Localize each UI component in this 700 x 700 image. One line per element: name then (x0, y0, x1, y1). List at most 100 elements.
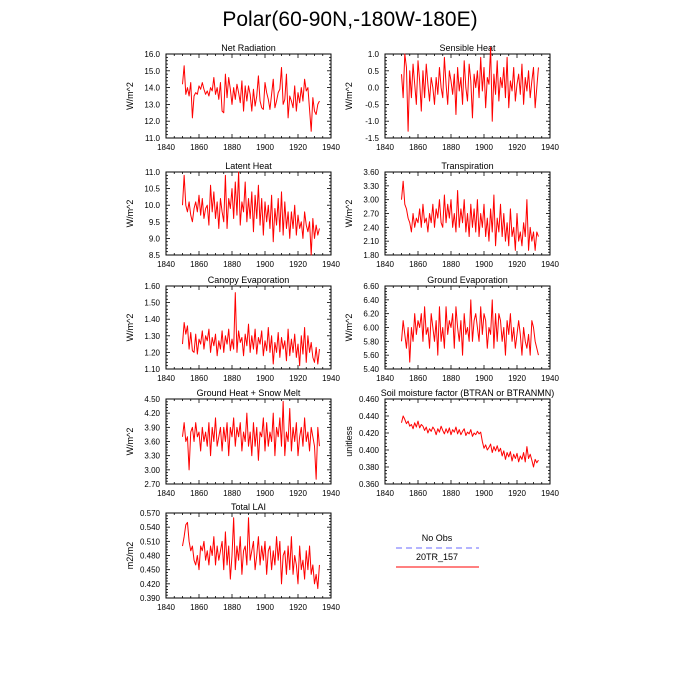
x-tick-label: 1920 (289, 143, 307, 152)
panels: Net Radiation 1840 1860 1880 1900 1920 1940 11.… (125, 43, 559, 612)
y-tick-label: 0.420 (359, 429, 380, 438)
x-tick-label: 1840 (157, 143, 175, 152)
y-tick-label: 3.00 (363, 196, 379, 205)
y-axis-label: m2/m2 (125, 542, 135, 570)
y-tick-label: 3.90 (144, 423, 160, 432)
y-tick-label: -1.0 (365, 117, 379, 126)
panel-title: Transpiration (441, 161, 493, 171)
y-tick-label: 0.0 (368, 84, 380, 93)
y-axis-label: W/m^2 (125, 200, 135, 228)
y-tick-label: 1.80 (363, 251, 379, 260)
x-tick-label: 1920 (289, 260, 307, 269)
x-tick-label: 1860 (190, 489, 208, 498)
x-tick-label: 1900 (256, 374, 274, 383)
y-tick-label: 12.0 (144, 117, 160, 126)
y-tick-label: 5.40 (363, 365, 379, 374)
y-tick-label: 0.480 (140, 552, 161, 561)
x-tick-label: 1860 (409, 374, 427, 383)
x-tick-label: 1900 (475, 489, 493, 498)
y-tick-label: 11.0 (145, 134, 161, 143)
panel-title: Net Radiation (221, 43, 276, 53)
x-tick-label: 1940 (322, 143, 340, 152)
x-tick-label: 1840 (376, 489, 394, 498)
legend-obs-label: No Obs (422, 533, 453, 543)
panel-title: Sensible Heat (439, 43, 496, 53)
x-tick-label: 1860 (190, 260, 208, 269)
x-tick-label: 1940 (322, 489, 340, 498)
x-tick-label: 1880 (223, 143, 241, 152)
x-tick-label: 1900 (475, 143, 493, 152)
x-tick-label: 1900 (256, 489, 274, 498)
y-tick-label: 0.390 (140, 594, 161, 603)
series-line-20tr-157 (401, 46, 539, 132)
y-tick-label: 2.10 (363, 237, 379, 246)
x-tick-label: 1860 (409, 143, 427, 152)
y-tick-label: 13.0 (144, 100, 160, 109)
x-tick-label: 1880 (223, 603, 241, 612)
x-tick-label: 1860 (190, 374, 208, 383)
x-tick-label: 1940 (322, 603, 340, 612)
y-tick-label: 6.60 (363, 282, 379, 291)
x-tick-label: 1840 (157, 260, 175, 269)
y-tick-label: 3.60 (363, 168, 379, 177)
y-tick-label: 3.00 (144, 466, 160, 475)
y-tick-label: 0.420 (140, 580, 161, 589)
y-tick-label: 9.0 (149, 234, 161, 243)
y-tick-label: 0.380 (359, 463, 380, 472)
x-tick-label: 1880 (442, 489, 460, 498)
x-tick-label: 1860 (190, 603, 208, 612)
x-tick-label: 1920 (508, 374, 526, 383)
y-tick-label: -0.5 (365, 100, 379, 109)
x-tick-label: 1840 (157, 603, 175, 612)
x-tick-label: 1940 (541, 489, 559, 498)
y-tick-label: 1.30 (144, 332, 160, 341)
panel-title: Ground Heat + Snow Melt (197, 388, 301, 398)
legend-model-label: 20TR_157 (416, 552, 458, 562)
panel-1: Net Radiation 1840 1860 1880 1900 1920 1940 11.… (125, 43, 340, 152)
x-tick-label: 1920 (508, 143, 526, 152)
panel-3: Latent Heat 1840 1860 1880 1900 1920 1940 8.5 9.… (125, 161, 340, 269)
y-tick-label: 2.70 (363, 210, 379, 219)
y-tick-label: 1.10 (144, 365, 160, 374)
x-tick-label: 1880 (223, 260, 241, 269)
series-line-20tr-157 (182, 292, 320, 367)
panel-title: Latent Heat (225, 161, 272, 171)
y-tick-label: 0.540 (140, 523, 161, 532)
x-tick-label: 1900 (256, 260, 274, 269)
y-axis-label: W/m^2 (344, 82, 354, 110)
y-tick-label: 10.5 (144, 185, 160, 194)
x-tick-label: 1900 (256, 143, 274, 152)
x-tick-label: 1860 (409, 260, 427, 269)
panel-6: Ground Evaporation 1840 1860 1880 1900 1920 19… (344, 275, 559, 383)
y-tick-label: 0.450 (140, 566, 161, 575)
y-tick-label: 0.510 (140, 537, 161, 546)
y-tick-label: 6.00 (363, 324, 379, 333)
panel-title: Total LAI (231, 502, 266, 512)
x-tick-label: 1840 (157, 374, 175, 383)
figure-title: Polar(60-90N,-180W-180E) (222, 8, 477, 31)
x-tick-label: 1940 (541, 260, 559, 269)
y-tick-label: -1.5 (365, 134, 379, 143)
panel-title: Ground Evaporation (427, 275, 508, 285)
x-tick-label: 1840 (376, 143, 394, 152)
x-tick-label: 1880 (223, 374, 241, 383)
series-line-20tr-157 (182, 65, 320, 132)
y-axis-label: W/m^2 (125, 82, 135, 110)
y-tick-label: 14.0 (144, 84, 160, 93)
series-line-20tr-157 (182, 517, 320, 590)
x-tick-label: 1880 (223, 489, 241, 498)
y-tick-label: 3.30 (363, 182, 379, 191)
x-tick-label: 1880 (442, 374, 460, 383)
y-tick-label: 16.0 (144, 50, 160, 59)
y-tick-label: 0.5 (368, 67, 380, 76)
x-tick-label: 1860 (190, 143, 208, 152)
panel-4: Transpiration 1840 1860 1880 1900 1920 1940 1.8… (344, 161, 559, 269)
y-tick-label: 2.40 (363, 223, 379, 232)
y-tick-label: 8.5 (149, 251, 161, 260)
x-tick-label: 1940 (541, 143, 559, 152)
series-line-20tr-157 (401, 299, 539, 363)
y-axis-label: W/m^2 (344, 314, 354, 342)
legend: No Obs 20TR_157 (396, 533, 479, 568)
y-axis-label: unitless (344, 426, 354, 457)
